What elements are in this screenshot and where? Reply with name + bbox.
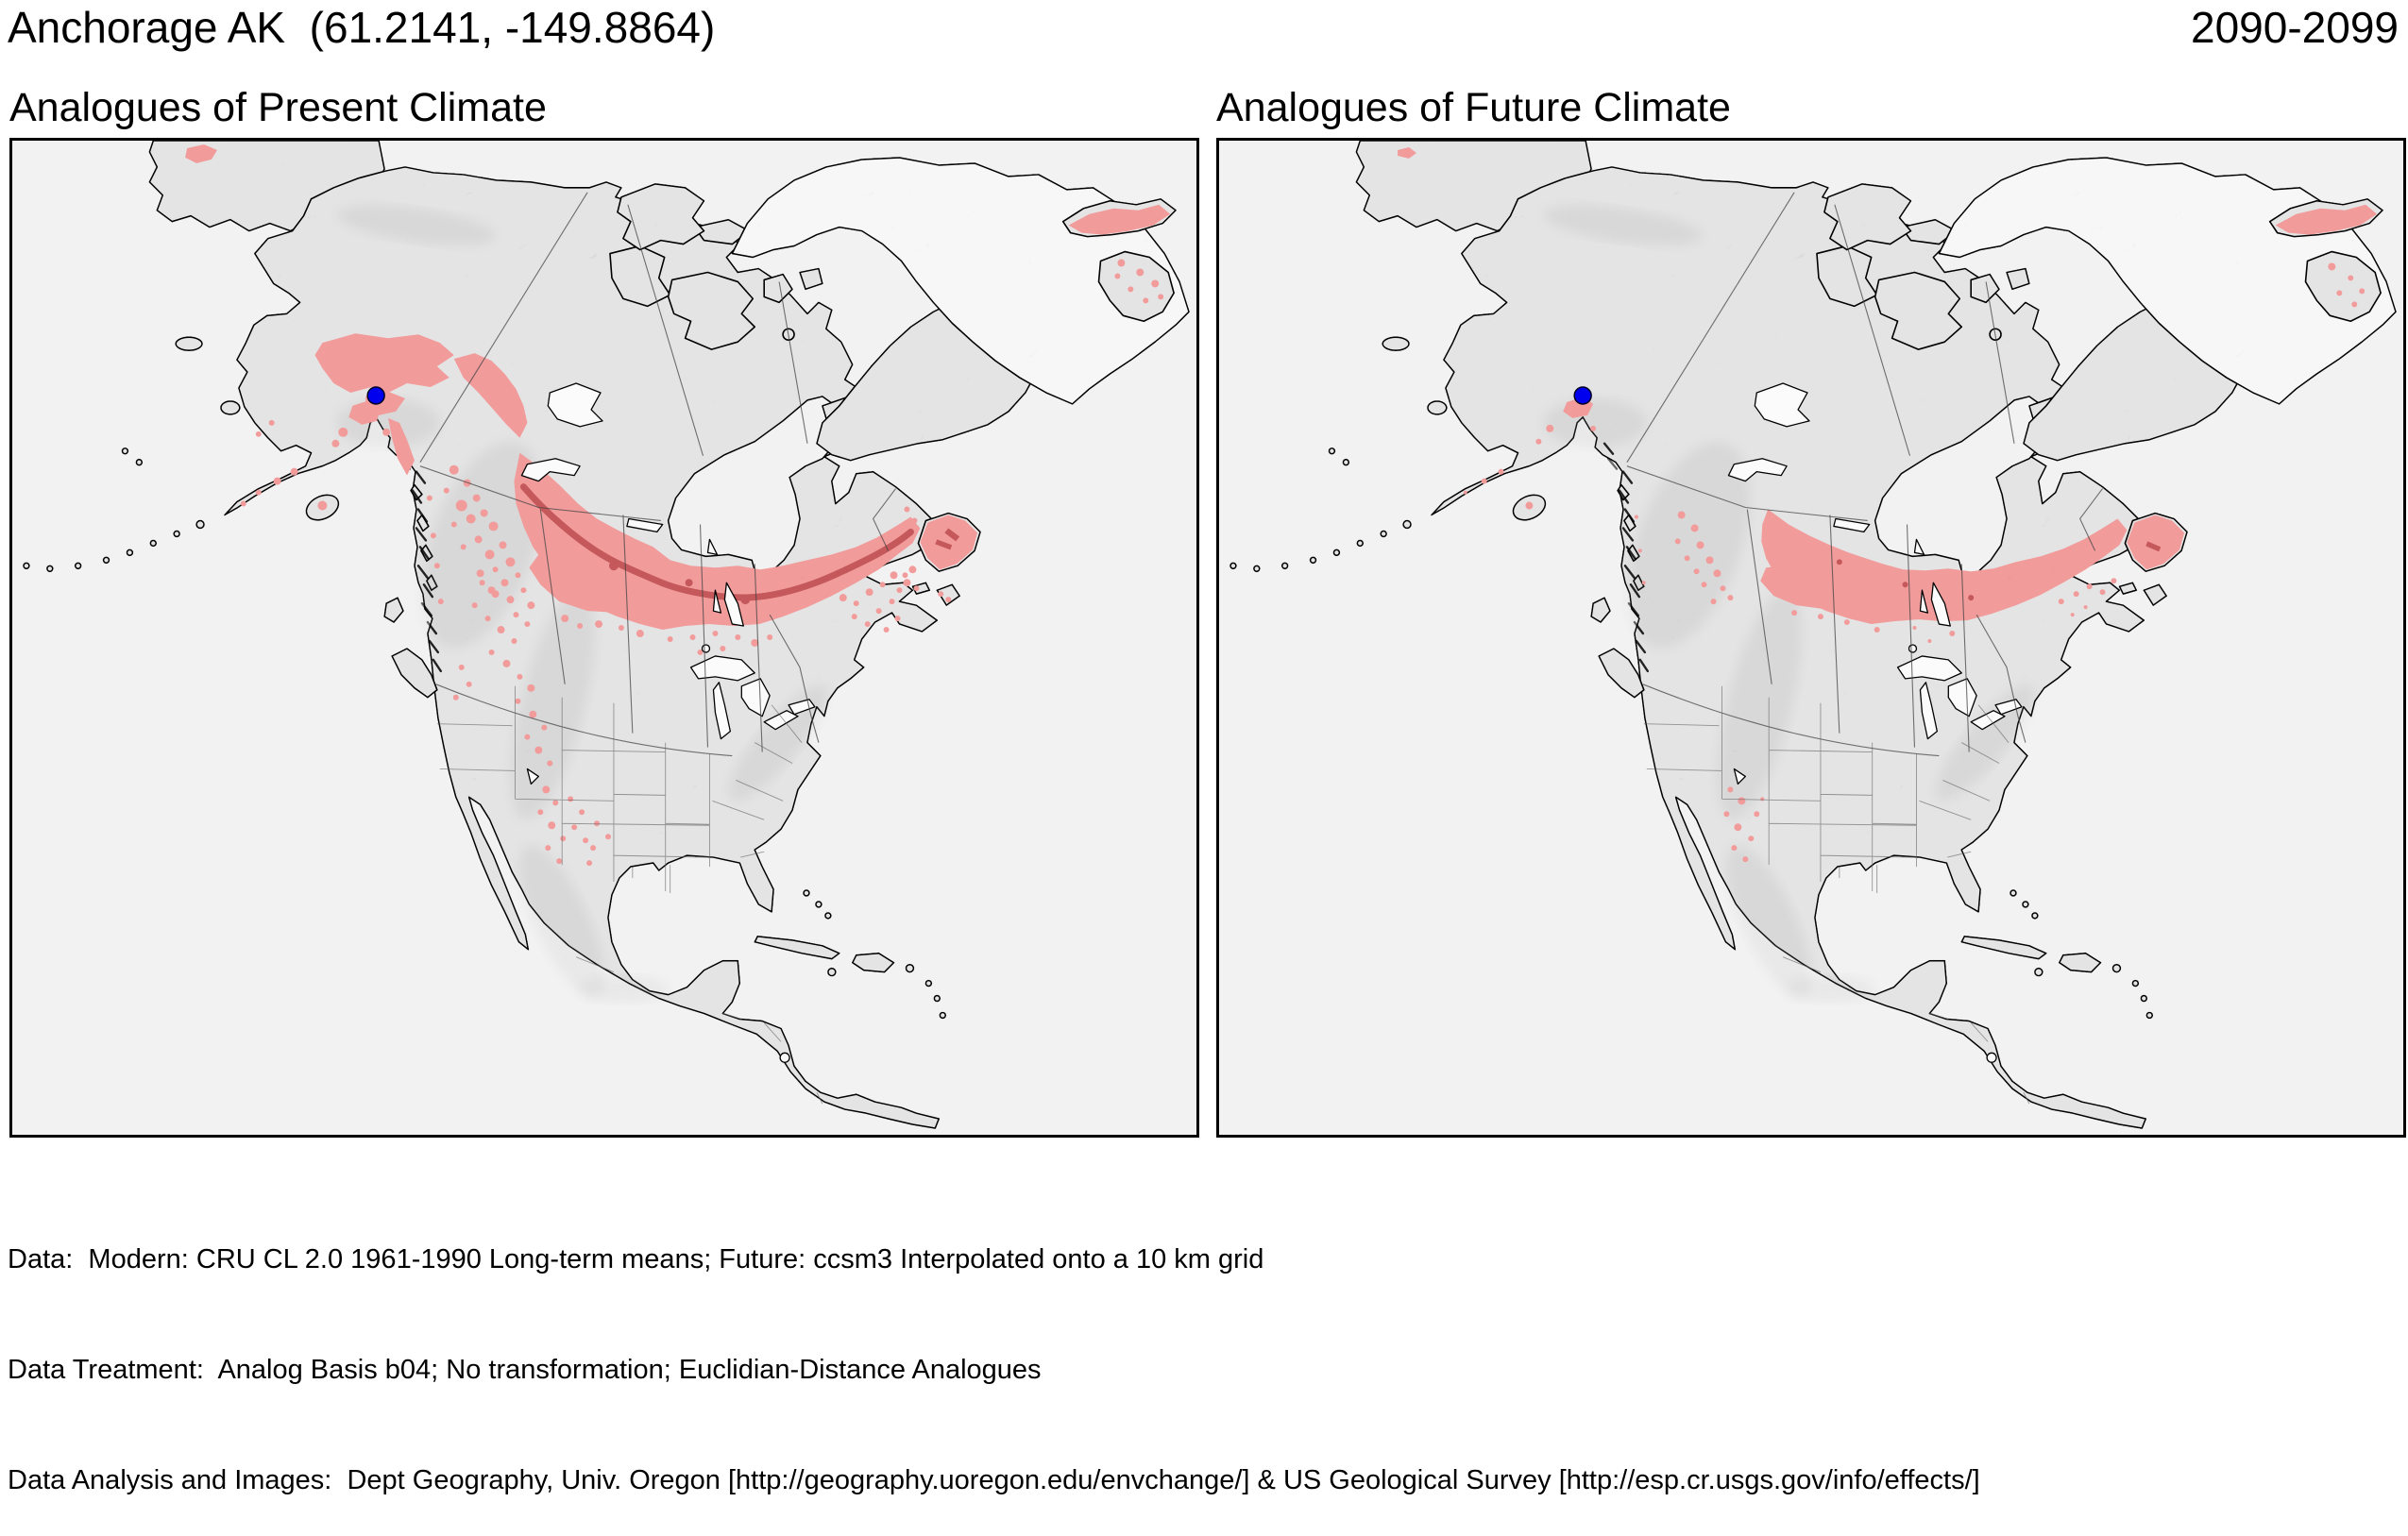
target-location-dot [366,386,385,405]
period-label: 2090-2099 [2191,3,2399,52]
data-analysis-line: Data Analysis and Images: Dept Geography… [8,1465,1980,1495]
source-credits: Data: Modern: CRU CL 2.0 1961-1990 Long-… [8,1168,1980,1536]
map-future-svg [1219,141,2403,1135]
data-source-line: Data: Modern: CRU CL 2.0 1961-1990 Long-… [8,1244,1264,1274]
map-present-svg [12,141,1196,1135]
page-title: Anchorage AK (61.2141, -149.8864) [8,3,716,52]
target-location-dot [1573,386,1592,405]
future-map-title: Analogues of Future Climate [1216,85,1731,130]
present-map-title: Analogues of Present Climate [9,85,547,130]
map-present [9,138,1199,1138]
data-treatment-line: Data Treatment: Analog Basis b04; No tra… [8,1355,1042,1385]
map-future [1216,138,2406,1138]
